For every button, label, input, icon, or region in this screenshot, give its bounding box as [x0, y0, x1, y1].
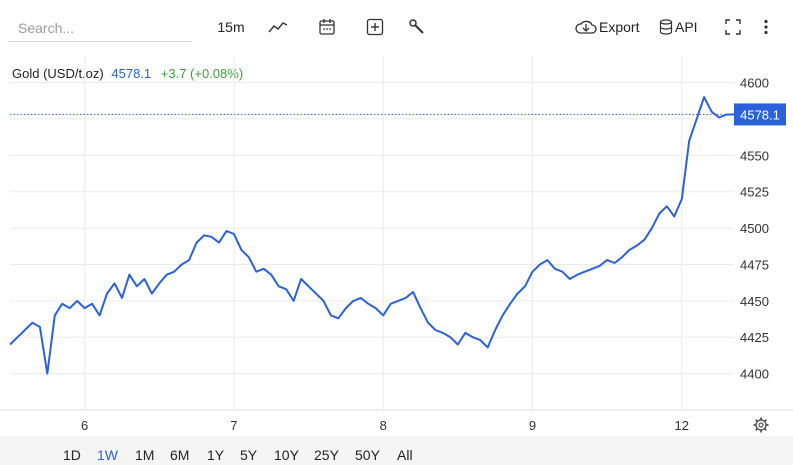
- instrument-name: Gold (USD/t.oz): [12, 66, 104, 81]
- y-tick-label: 4525: [740, 185, 769, 200]
- range-all[interactable]: All: [397, 447, 413, 463]
- last-price-tag: [734, 103, 786, 126]
- range-5y[interactable]: 5Y: [240, 447, 258, 463]
- interval-button[interactable]: 15m: [217, 19, 245, 35]
- toolbar: 15m Export API: [0, 0, 793, 56]
- line-chart-icon[interactable]: [266, 14, 290, 40]
- range-1d[interactable]: 1D: [63, 447, 81, 463]
- fullscreen-icon[interactable]: [722, 14, 744, 40]
- y-tick-label: 4475: [740, 257, 769, 272]
- api-button[interactable]: API: [659, 14, 703, 40]
- export-label: Export: [599, 19, 640, 35]
- y-tick-label: 4425: [740, 330, 769, 345]
- last-price-label: 4578.1: [740, 107, 780, 122]
- cloud-download-icon: [575, 20, 597, 34]
- y-tick-label: 4550: [740, 148, 769, 163]
- range-1m[interactable]: 1M: [135, 447, 155, 463]
- wrench-icon[interactable]: [405, 14, 429, 40]
- range-50y[interactable]: 50Y: [355, 447, 380, 463]
- y-tick-label: 4600: [740, 76, 769, 91]
- x-tick-label: 7: [230, 418, 237, 433]
- gear-icon[interactable]: [753, 417, 769, 433]
- y-tick-label: 4450: [740, 294, 769, 309]
- price-series-line: [9, 96, 735, 375]
- legend-price: 4578.1: [111, 66, 152, 81]
- range-6m[interactable]: 6M: [170, 447, 190, 463]
- search-input[interactable]: [8, 14, 192, 42]
- chart-legend: Gold (USD/t.oz) 4578.1 +3.7 (+0.08%): [12, 66, 243, 81]
- calendar-icon[interactable]: [315, 14, 339, 40]
- legend-change: +3.7 (+0.08%): [160, 66, 244, 81]
- export-button[interactable]: Export: [575, 14, 643, 40]
- database-icon: [659, 19, 673, 35]
- x-tick-label: 8: [380, 418, 387, 433]
- x-tick-label: 12: [675, 418, 689, 433]
- range-1y[interactable]: 1Y: [207, 447, 225, 463]
- y-tick-label: 4400: [740, 367, 769, 382]
- range-25y[interactable]: 25Y: [314, 447, 339, 463]
- range-bar: [0, 436, 793, 465]
- y-tick-label: 4500: [740, 221, 769, 236]
- x-tick-label: 6: [81, 418, 88, 433]
- range-1w[interactable]: 1W: [97, 447, 118, 463]
- range-10y[interactable]: 10Y: [274, 447, 299, 463]
- api-label: API: [675, 19, 698, 35]
- price-chart[interactable]: 4400 4425 4450 4475 4500 4525 4550 4600 6 7 8 9 12 45…: [0, 56, 793, 436]
- more-vertical-icon[interactable]: [758, 14, 774, 40]
- add-indicator-icon[interactable]: [363, 14, 387, 40]
- x-tick-label: 9: [529, 418, 536, 433]
